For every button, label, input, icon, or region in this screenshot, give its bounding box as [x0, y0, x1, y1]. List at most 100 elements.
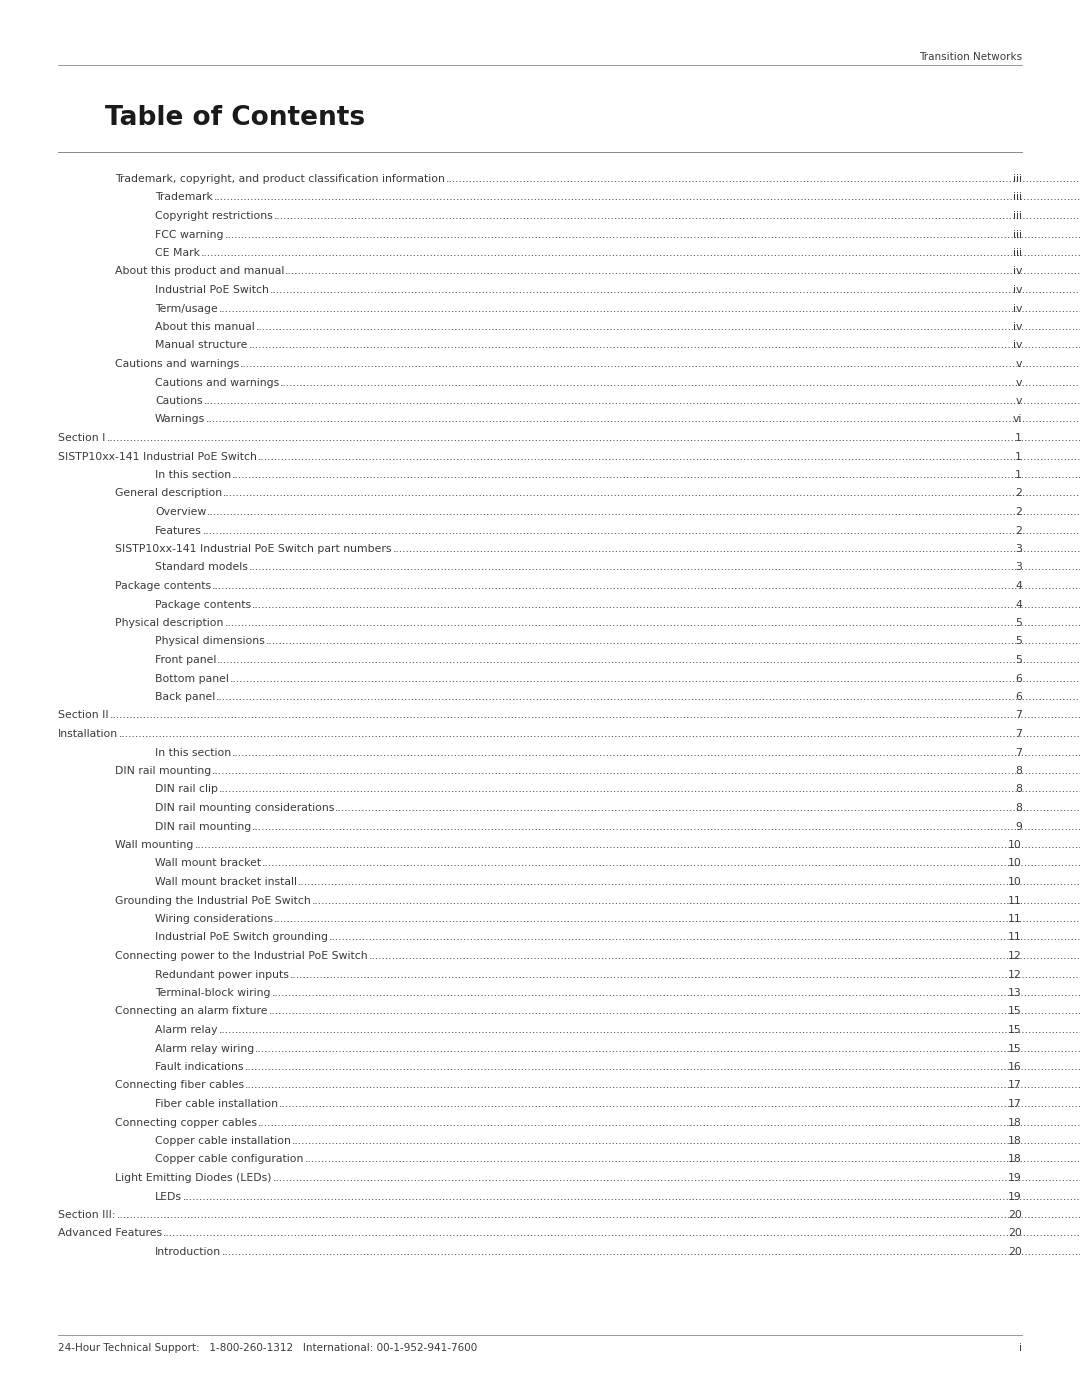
Text: iii: iii [1013, 249, 1022, 258]
Text: 20: 20 [1008, 1228, 1022, 1239]
Text: ................................................................................: ........................................… [201, 249, 1080, 258]
Text: Standard models: Standard models [156, 563, 248, 573]
Text: Wall mounting: Wall mounting [114, 840, 193, 849]
Text: ................................................................................: ........................................… [203, 525, 1080, 535]
Text: ................................................................................: ........................................… [218, 1025, 1080, 1035]
Text: 2: 2 [1015, 525, 1022, 535]
Text: 15: 15 [1009, 1044, 1022, 1053]
Text: Bottom panel: Bottom panel [156, 673, 229, 683]
Text: ................................................................................: ........................................… [206, 415, 1080, 425]
Text: Back panel: Back panel [156, 692, 215, 703]
Text: Connecting copper cables: Connecting copper cables [114, 1118, 257, 1127]
Text: ................................................................................: ........................................… [213, 766, 1080, 775]
Text: 12: 12 [1009, 970, 1022, 979]
Text: 10: 10 [1008, 877, 1022, 887]
Text: Front panel: Front panel [156, 655, 216, 665]
Text: ................................................................................: ........................................… [214, 193, 1080, 203]
Text: 10: 10 [1008, 859, 1022, 869]
Text: ................................................................................: ........................................… [273, 211, 1080, 221]
Text: ................................................................................: ........................................… [217, 655, 1080, 665]
Text: iv: iv [1013, 321, 1022, 332]
Text: ................................................................................: ........................................… [232, 747, 1080, 757]
Text: ................................................................................: ........................................… [110, 711, 1080, 721]
Text: DIN rail mounting: DIN rail mounting [156, 821, 252, 831]
Text: Package contents: Package contents [114, 581, 211, 591]
Text: ................................................................................: ........................................… [219, 303, 1080, 313]
Text: 24-Hour Technical Support:   1-800-260-1312   International: 00-1-952-941-7600: 24-Hour Technical Support: 1-800-260-131… [58, 1343, 477, 1354]
Text: Manual structure: Manual structure [156, 341, 247, 351]
Text: v: v [1015, 395, 1022, 407]
Text: Connecting fiber cables: Connecting fiber cables [114, 1080, 244, 1091]
Text: 20: 20 [1008, 1248, 1022, 1257]
Text: ................................................................................: ........................................… [245, 1080, 1080, 1091]
Text: 19: 19 [1009, 1192, 1022, 1201]
Text: Section I: Section I [58, 433, 106, 443]
Text: CE Mark: CE Mark [156, 249, 200, 258]
Text: 18: 18 [1009, 1118, 1022, 1127]
Text: 12: 12 [1009, 951, 1022, 961]
Text: ................................................................................: ........................................… [240, 359, 1080, 369]
Text: Connecting power to the Industrial PoE Switch: Connecting power to the Industrial PoE S… [114, 951, 367, 961]
Text: ................................................................................: ........................................… [119, 729, 1080, 739]
Text: Table of Contents: Table of Contents [105, 105, 365, 131]
Text: ................................................................................: ........................................… [258, 1118, 1080, 1127]
Text: ................................................................................: ........................................… [256, 321, 1080, 332]
Text: ................................................................................: ........................................… [117, 1210, 1080, 1220]
Text: ................................................................................: ........................................… [270, 285, 1080, 295]
Text: ................................................................................: ........................................… [312, 895, 1080, 905]
Text: Section III:: Section III: [58, 1210, 116, 1220]
Text: 17: 17 [1009, 1080, 1022, 1091]
Text: ................................................................................: ........................................… [266, 637, 1080, 647]
Text: ................................................................................: ........................................… [292, 1136, 1080, 1146]
Text: Wall mount bracket install: Wall mount bracket install [156, 877, 297, 887]
Text: ................................................................................: ........................................… [225, 229, 1080, 239]
Text: 6: 6 [1015, 692, 1022, 703]
Text: Copyright restrictions: Copyright restrictions [156, 211, 273, 221]
Text: In this section: In this section [156, 469, 231, 481]
Text: 15: 15 [1009, 1006, 1022, 1017]
Text: 1: 1 [1015, 469, 1022, 481]
Text: iv: iv [1013, 267, 1022, 277]
Text: ................................................................................: ........................................… [280, 377, 1080, 387]
Text: 7: 7 [1015, 711, 1022, 721]
Text: Introduction: Introduction [156, 1248, 221, 1257]
Text: 11: 11 [1009, 895, 1022, 905]
Text: ................................................................................: ........................................… [183, 1192, 1080, 1201]
Text: Physical dimensions: Physical dimensions [156, 637, 265, 647]
Text: Trademark, copyright, and product classification information: Trademark, copyright, and product classi… [114, 175, 445, 184]
Text: ................................................................................: ........................................… [212, 581, 1080, 591]
Text: 1: 1 [1015, 451, 1022, 461]
Text: ................................................................................: ........................................… [392, 543, 1080, 555]
Text: ................................................................................: ........................................… [248, 341, 1080, 351]
Text: ................................................................................: ........................................… [207, 507, 1080, 517]
Text: ................................................................................: ........................................… [272, 1173, 1080, 1183]
Text: 7: 7 [1015, 729, 1022, 739]
Text: ................................................................................: ........................................… [255, 1044, 1080, 1053]
Text: ................................................................................: ........................................… [225, 617, 1080, 629]
Text: 7: 7 [1015, 747, 1022, 757]
Text: FCC warning: FCC warning [156, 229, 224, 239]
Text: ................................................................................: ........................................… [222, 1248, 1080, 1257]
Text: 3: 3 [1015, 543, 1022, 555]
Text: 3: 3 [1015, 563, 1022, 573]
Text: DIN rail mounting: DIN rail mounting [114, 766, 212, 775]
Text: Warnings: Warnings [156, 415, 205, 425]
Text: Transition Networks: Transition Networks [919, 52, 1022, 61]
Text: General description: General description [114, 489, 222, 499]
Text: ................................................................................: ........................................… [285, 267, 1080, 277]
Text: 2: 2 [1015, 489, 1022, 499]
Text: 19: 19 [1009, 1173, 1022, 1183]
Text: ................................................................................: ........................................… [336, 803, 1080, 813]
Text: ................................................................................: ........................................… [269, 1006, 1080, 1017]
Text: 4: 4 [1015, 581, 1022, 591]
Text: ................................................................................: ........................................… [248, 563, 1080, 573]
Text: SISTP10xx-141 Industrial PoE Switch part numbers: SISTP10xx-141 Industrial PoE Switch part… [114, 543, 391, 555]
Text: ................................................................................: ........................................… [274, 914, 1080, 923]
Text: ................................................................................: ........................................… [298, 877, 1080, 887]
Text: Fault indications: Fault indications [156, 1062, 243, 1071]
Text: DIN rail mounting considerations: DIN rail mounting considerations [156, 803, 335, 813]
Text: ................................................................................: ........................................… [446, 175, 1080, 184]
Text: About this product and manual: About this product and manual [114, 267, 284, 277]
Text: ................................................................................: ........................................… [271, 988, 1080, 997]
Text: iv: iv [1013, 341, 1022, 351]
